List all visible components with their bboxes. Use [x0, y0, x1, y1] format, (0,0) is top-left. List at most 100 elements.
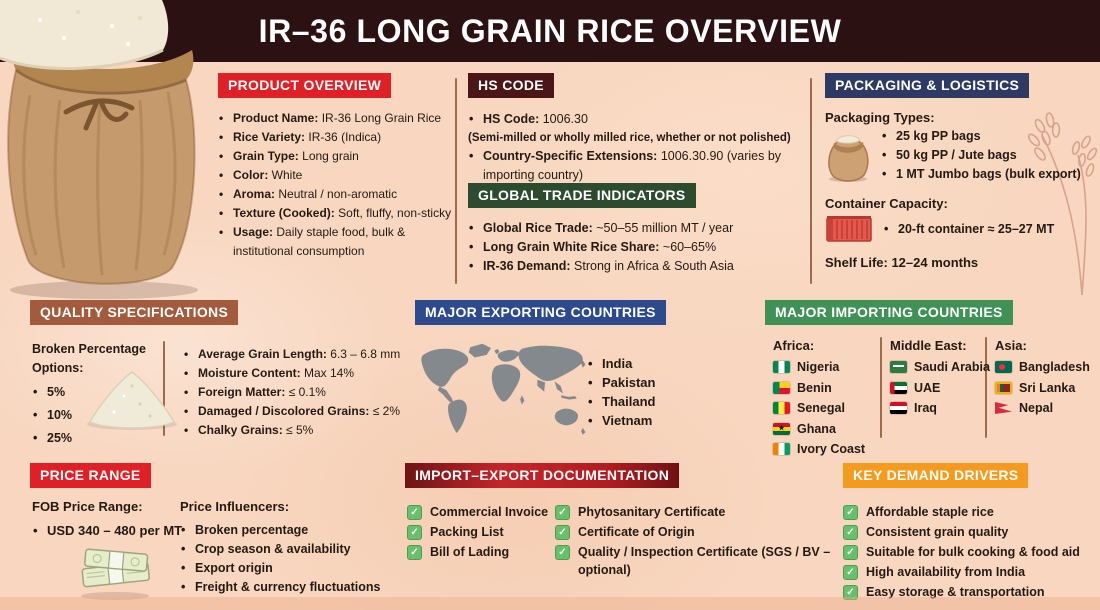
list-item: ✓ Packing List [407, 523, 555, 541]
list-item: ✓ Affordable staple rice [843, 503, 1098, 521]
list-item: Vietnam [587, 411, 655, 430]
list-item: Global Rice Trade: ~50–55 million MT / y… [468, 219, 810, 238]
list-item: Foreign Matter: ≤ 0.1% [183, 383, 405, 402]
list-item: ✓ High availability from India [843, 563, 1098, 581]
list-item: 1 MT Jumbo bags (bulk export) [881, 165, 1081, 184]
price-influencers-block: Price Influencers: Broken percentage Cro… [180, 499, 398, 597]
hs-code-note: (Semi-milled or wholly milled rice, whet… [468, 132, 791, 144]
list-item: Average Grain Length: 6.3 – 6.8 mm [183, 345, 405, 364]
list-item: Color: White [218, 166, 458, 185]
bottom-strip [0, 597, 1100, 610]
packaging-types-label: Packaging Types: [825, 110, 935, 125]
list-item: Ghana [773, 422, 865, 436]
broken-options-list: 5% 10% 25% [32, 383, 162, 448]
list-item: 25% [32, 429, 162, 448]
checkbox-icon: ✓ [843, 505, 858, 520]
divider [985, 337, 987, 438]
section-key-demand-drivers: KEY DEMAND DRIVERS ✓ Affordable staple ri… [843, 463, 1098, 600]
flag-bangladesh-icon [995, 361, 1012, 373]
packaging-bag-list: 25 kg PP bags 50 kg PP / Jute bags 1 MT … [881, 127, 1081, 184]
flag-ghana-icon [773, 422, 790, 435]
quality-specs-list: Average Grain Length: 6.3 – 6.8 mm Moist… [183, 345, 405, 440]
flag-saudi-arabia-icon [890, 361, 907, 373]
list-item: 25 kg PP bags [881, 127, 1081, 146]
flag-iraq-icon [890, 402, 907, 414]
global-trade-list: Global Rice Trade: ~50–55 million MT / y… [468, 219, 810, 276]
list-item: Nepal [995, 401, 1090, 415]
section-header: KEY DEMAND DRIVERS [843, 463, 1029, 488]
list-item: Pakistan [587, 373, 655, 392]
list-item: 50 kg PP / Jute bags [881, 146, 1081, 165]
checkbox-icon: ✓ [843, 545, 858, 560]
list-item: Ivory Coast [773, 442, 865, 456]
checkbox-icon: ✓ [555, 525, 570, 540]
checkbox-icon: ✓ [407, 505, 422, 520]
divider [810, 78, 812, 284]
list-item: Crop season & availability [180, 540, 398, 559]
list-item: Aroma: Neutral / non-aromatic [218, 185, 458, 204]
price-influencers-list: Broken percentage Crop season & availabi… [180, 521, 398, 597]
product-overview-list: Product Name: IR-36 Long Grain Rice Rice… [218, 109, 458, 261]
rice-bag-image [0, 0, 198, 299]
list-item: ✓ Consistent grain quality [843, 523, 1098, 541]
section-header: PRICE RANGE [30, 463, 151, 488]
shelf-life-text: Shelf Life: 12–24 months [825, 255, 979, 270]
list-item: Nigeria [773, 360, 865, 374]
list-item: UAE [890, 381, 990, 395]
section-packaging-logistics: PACKAGING & LOGISTICS Packaging Types: 2… [825, 73, 1090, 270]
section-hs-code: HS CODE HS Code: 1006.30 (Semi-milled or… [468, 73, 810, 185]
list-item: Usage: Daily staple food, bulk & institu… [218, 223, 458, 261]
section-header: MAJOR IMPORTING COUNTRIES [765, 300, 1013, 325]
list-item: Broken percentage [180, 521, 398, 540]
money-stack-icon [81, 548, 150, 600]
section-import-export-documentation: IMPORT–EXPORT DOCUMENTATION ✓ Commercial … [405, 463, 837, 577]
checkbox-icon: ✓ [555, 505, 570, 520]
list-item: HS Code: 1006.30 [468, 110, 810, 129]
list-item: ✓ Bill of Lading [407, 543, 555, 561]
section-header: MAJOR EXPORTING COUNTRIES [415, 300, 666, 325]
flag-nepal-icon [995, 402, 1012, 414]
rice-pile-icon [87, 371, 177, 430]
section-header: HS CODE [468, 73, 554, 98]
list-item: Export origin [180, 559, 398, 578]
checkbox-icon: ✓ [843, 565, 858, 580]
flag-nigeria-icon [773, 361, 790, 373]
section-product-overview: PRODUCT OVERVIEW Product Name: IR-36 Lon… [218, 73, 458, 261]
list-item: 10% [32, 406, 162, 425]
list-item: Chalky Grains: ≤ 5% [183, 421, 405, 440]
list-item: Freight & currency fluctuations [180, 578, 398, 597]
fob-price-list: USD 340 – 480 per MT [32, 521, 184, 540]
list-item: Rice Variety: IR-36 (Indica) [218, 128, 458, 147]
flag-ivory-coast-icon [773, 443, 790, 455]
container-icon [826, 216, 872, 242]
broken-percentage-block: Broken Percentage Options: 5% 10% 25% [32, 340, 162, 452]
list-item: Iraq [890, 401, 990, 415]
broken-percentage-label: Broken Percentage Options: [32, 342, 146, 375]
checkbox-icon: ✓ [843, 585, 858, 600]
checkbox-icon: ✓ [407, 525, 422, 540]
price-influencers-label: Price Influencers: [180, 499, 290, 514]
section-major-exporting: MAJOR EXPORTING COUNTRIES [415, 300, 753, 435]
section-global-trade: GLOBAL TRADE INDICATORS Global Rice Trad… [468, 183, 810, 276]
header-bar: IR–36 LONG GRAIN RICE OVERVIEW [0, 0, 1100, 62]
list-item: ✓ Suitable for bulk cooking & food aid [843, 543, 1098, 561]
list-item: Grain Type: Long grain [218, 147, 458, 166]
flag-uae-icon [890, 381, 907, 394]
hs-code-list: HS Code: 1006.30 [468, 110, 810, 129]
page-title: IR–36 LONG GRAIN RICE OVERVIEW [258, 12, 842, 49]
list-item: ✓ Phytosanitary Certificate [555, 503, 837, 521]
importing-group-africa: Africa: Nigeria Benin Senegal Ghana Ivor… [773, 338, 865, 463]
list-item: USD 340 – 480 per MT [32, 521, 184, 540]
list-item: Country-Specific Extensions: 1006.30.90 … [468, 147, 810, 185]
section-header: PRODUCT OVERVIEW [218, 73, 392, 98]
list-item: Saudi Arabia [890, 360, 990, 374]
list-item: Long Grain White Rice Share: ~60–65% [468, 238, 810, 257]
section-header: QUALITY SPECIFICATIONS [30, 300, 239, 325]
divider [163, 341, 165, 436]
quality-specs-block: Average Grain Length: 6.3 – 6.8 mm Moist… [183, 345, 405, 440]
exporting-countries-block: India Pakistan Thailand Vietnam [587, 354, 655, 430]
fob-price-label: FOB Price Range: [32, 499, 143, 514]
list-item: India [587, 354, 655, 373]
list-item: Thailand [587, 392, 655, 411]
divider [880, 337, 882, 438]
